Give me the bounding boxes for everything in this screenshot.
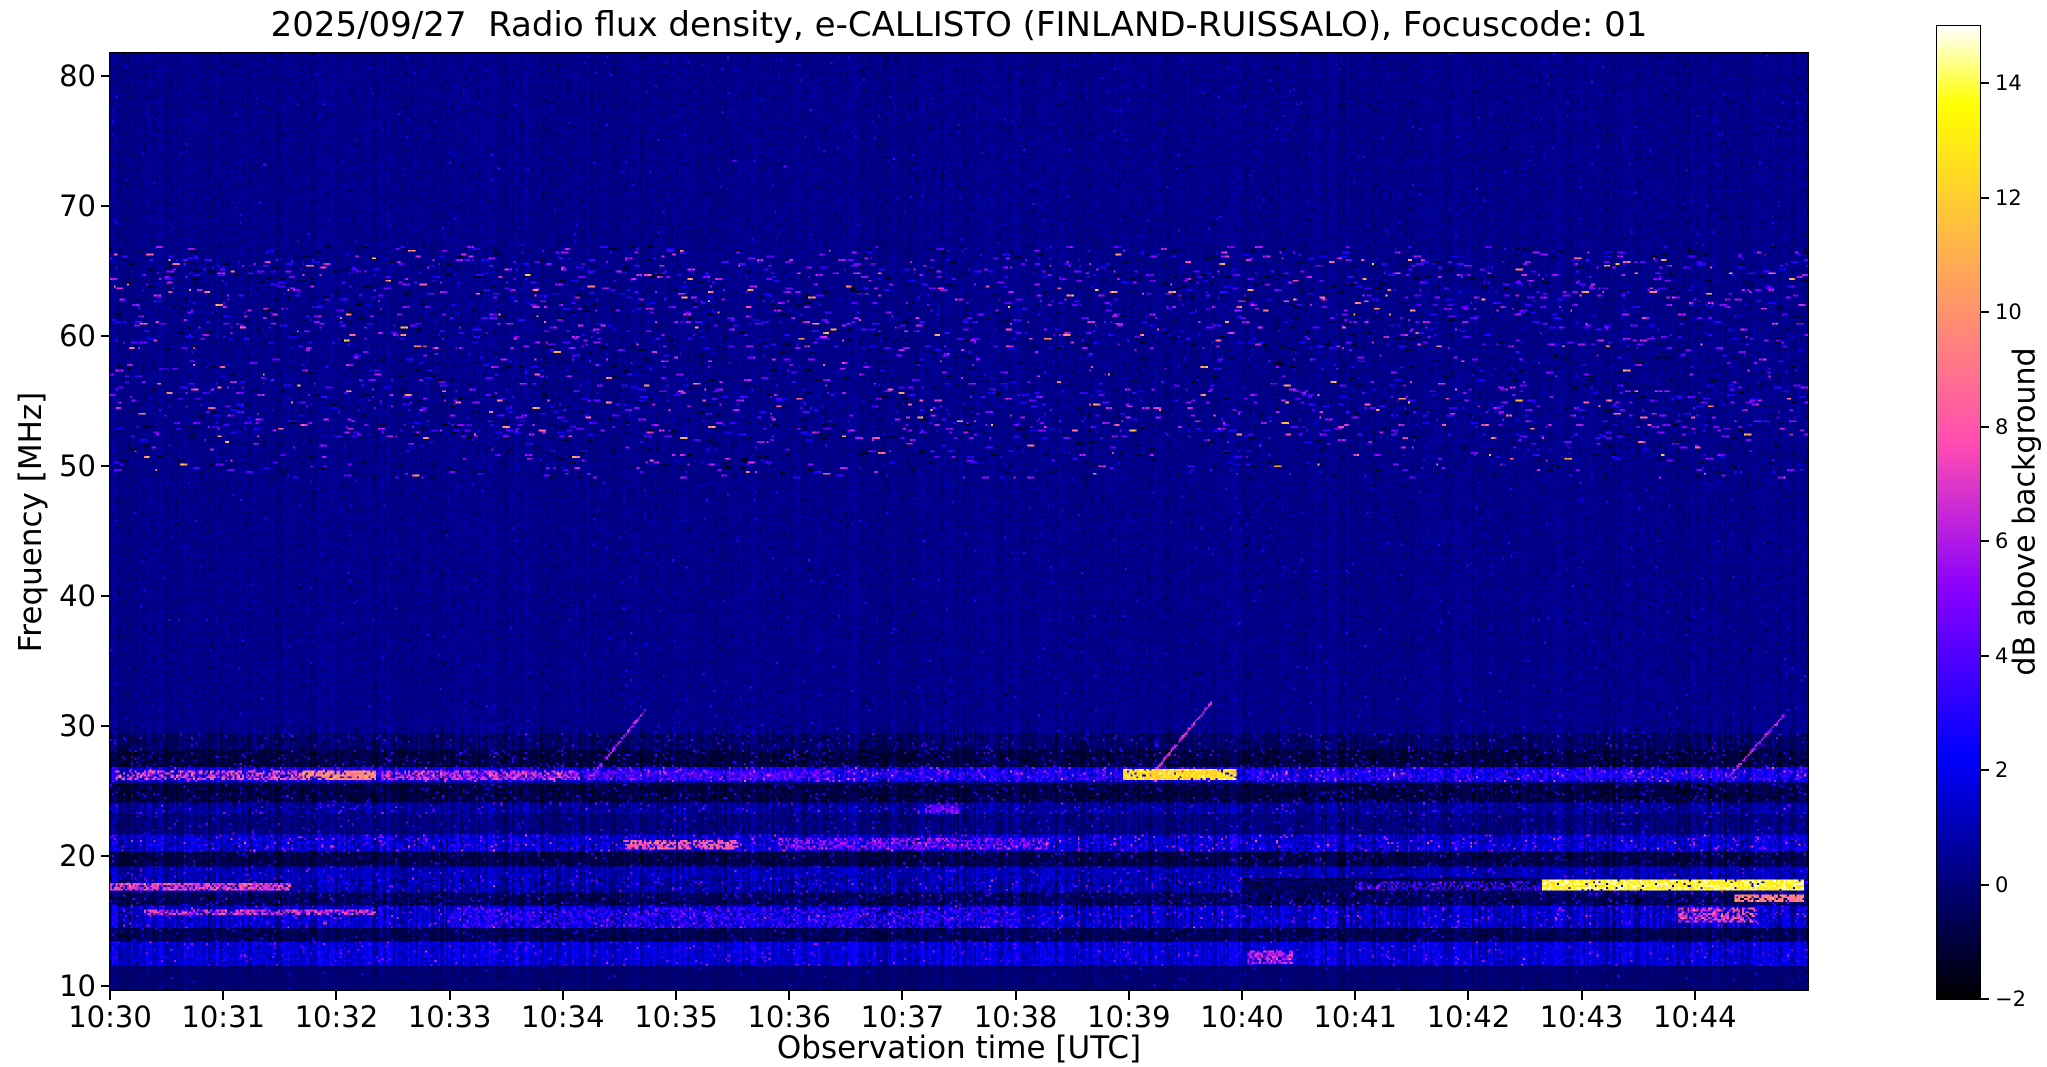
y-tick-mark [101,725,110,728]
y-tick-label: 60 [59,319,96,354]
x-tick-label: 10:36 [747,1000,831,1034]
colorbar-tick-label: 10 [1995,300,2022,325]
chart-title: 2025/09/27 Radio flux density, e-CALLIST… [270,5,1648,45]
y-tick-mark [101,75,110,78]
colorbar-tick-mark [1981,82,1989,85]
x-tick-label: 10:34 [521,1000,605,1034]
x-tick-label: 10:32 [294,1000,379,1034]
x-tick-label: 10:37 [860,1000,945,1034]
x-tick-mark [1127,991,1130,1000]
x-tick-mark [675,991,677,1000]
x-tick-mark [1354,991,1357,1000]
y-tick-mark [101,985,110,988]
colorbar-tick-mark [1981,311,1989,314]
x-tick-mark [222,991,225,1000]
y-tick-mark [101,335,110,338]
colorbar-tick-mark [1981,998,1989,1000]
y-tick-mark [101,465,110,468]
y-axis-label: Frequency [MHz] [13,391,49,653]
x-tick-mark [788,991,791,1000]
x-tick-label: 10:33 [407,1000,492,1034]
y-tick-label: 10 [59,969,96,1004]
x-tick-mark [335,991,338,1000]
x-tick-label: 10:35 [634,1000,718,1034]
x-tick-label: 10:41 [1313,1000,1397,1034]
x-tick-mark [1580,991,1583,1000]
y-tick-label: 20 [59,839,96,874]
x-tick-label: 10:42 [1426,1000,1511,1034]
x-tick-label: 10:38 [973,1000,1058,1034]
x-tick-label: 10:40 [1200,1000,1284,1034]
colorbar-tick-mark [1981,540,1989,543]
colorbar-tick-label: 2 [1995,758,2009,783]
x-tick-mark [901,991,904,1000]
colorbar-tick-label: 8 [1995,414,2009,439]
y-tick-mark [101,595,110,598]
y-tick-label: 50 [59,449,96,484]
colorbar-tick-mark [1981,654,1989,657]
x-tick-mark [109,991,111,1000]
y-tick-label: 30 [59,709,96,744]
colorbar-tick-label: 6 [1995,529,2009,554]
spectrogram-canvas [109,52,1809,991]
x-tick-label: 10:31 [181,1000,265,1034]
x-axis-label: Observation time [UTC] [776,1030,1142,1066]
colorbar-tick-mark [1981,769,1989,772]
x-tick-label: 10:30 [68,1000,152,1034]
colorbar-tick-mark [1981,883,1989,886]
y-tick-mark [101,205,110,208]
x-tick-label: 10:44 [1653,1000,1737,1034]
y-tick-label: 80 [59,59,96,94]
x-tick-mark [448,991,451,1000]
colorbar-tick-label: 0 [1995,872,2009,897]
x-tick-mark [1241,991,1243,1000]
y-tick-mark [101,855,110,858]
x-tick-label: 10:39 [1087,1000,1171,1034]
y-tick-label: 40 [59,579,96,614]
colorbar-tick-mark [1981,425,1989,428]
x-tick-label: 10:43 [1539,1000,1624,1034]
colorbar-tick-mark [1981,196,1989,199]
x-tick-mark [561,991,564,1000]
colorbar-tick-label: 12 [1995,185,2022,210]
x-tick-mark [1014,991,1017,1000]
y-tick-label: 70 [59,189,96,224]
colorbar-tick-label: 4 [1995,643,2009,668]
x-tick-mark [1693,991,1696,1000]
x-tick-mark [1467,991,1470,1000]
colorbar-tick-label: 14 [1995,71,2022,96]
colorbar [1936,25,1981,1000]
colorbar-tick-label: −2 [1995,987,2026,1011]
colorbar-label: dB above background [2007,347,2043,676]
